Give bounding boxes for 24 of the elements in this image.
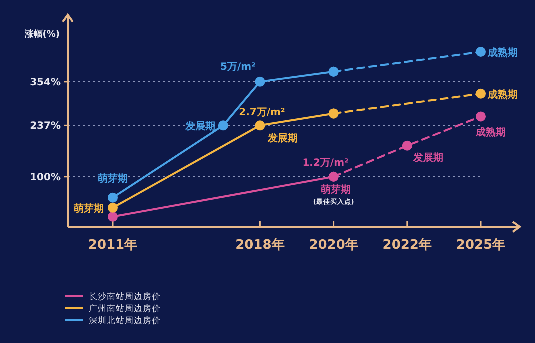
x-tick-label: 2011年 <box>88 238 138 253</box>
annotation: 萌芽期 <box>320 184 351 196</box>
annotation: 萌芽期 <box>73 202 104 215</box>
annotation: 发展期 <box>267 132 298 145</box>
y-tick-label: 354% <box>30 77 61 88</box>
annotation: 成熟期 <box>487 47 518 60</box>
x-tick-label: 2018年 <box>236 238 285 253</box>
annotation: 发展期 <box>412 152 444 164</box>
x-tick-label: 2025年 <box>456 238 506 253</box>
annotation: 成熟期 <box>475 126 506 139</box>
legend-label: 深圳北站周边房价 <box>89 316 161 326</box>
x-tick-label: 2022年 <box>382 238 432 253</box>
x-tick-label: 2020年 <box>309 238 358 253</box>
legend-label: 广州南站周边房价 <box>89 304 161 314</box>
annotation: 发展期 <box>184 120 216 133</box>
y-tick-label: 237% <box>30 121 61 132</box>
y-tick-label: 100% <box>30 172 61 184</box>
legend-label: 长沙南站周边房价 <box>89 292 161 302</box>
annotation: 萌芽期 <box>97 172 128 185</box>
annotation: 2.7万/m² <box>239 108 286 119</box>
y-axis-title: 涨幅(%) <box>24 29 60 40</box>
annotation: 1.2万/m² <box>302 158 349 169</box>
annotation: 5万/m² <box>220 62 256 73</box>
annotation: 成熟期 <box>487 88 518 101</box>
